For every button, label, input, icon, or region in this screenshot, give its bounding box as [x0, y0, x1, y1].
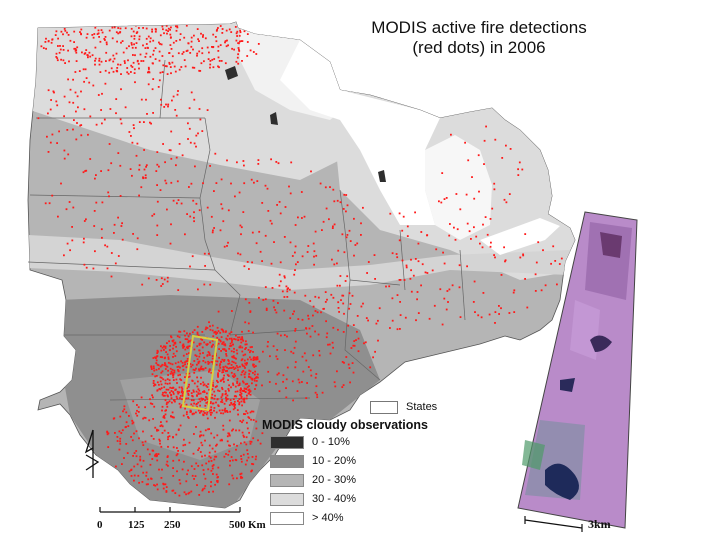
- states-swatch: [370, 401, 398, 414]
- map-title-line1: MODIS active fire detections: [371, 18, 587, 37]
- legend-swatch: [270, 436, 304, 449]
- cloud-zone-20-30-south: [120, 370, 260, 460]
- landsat-footprint-box: [181, 334, 219, 412]
- scale-bar: [99, 507, 241, 513]
- legend-swatch: [270, 493, 304, 506]
- legend-label: 30 - 40%: [312, 493, 357, 505]
- legend-swatch: [270, 512, 304, 525]
- map-title-line2: (red dots) in 2006: [412, 38, 546, 57]
- landsat-inset: [517, 211, 638, 529]
- cloud-zone-gt40-michigan: [425, 135, 492, 240]
- legend-title: MODIS cloudy observations: [262, 418, 429, 432]
- north-arrow-icon: [84, 429, 100, 478]
- legend-swatch: [270, 474, 304, 487]
- lake-erie-water: [480, 218, 560, 255]
- legend-label: 20 - 30%: [312, 474, 357, 486]
- scale-tick-125: 125: [128, 519, 145, 531]
- legend-swatch: [270, 455, 304, 468]
- scale-tick-0: 0: [97, 519, 103, 531]
- legend-label: 0 - 10%: [312, 436, 350, 448]
- legend-label: > 40%: [312, 512, 344, 524]
- great-lakes-water: [280, 40, 440, 225]
- scale-tick-250: 250: [164, 519, 181, 531]
- legend-label: 10 - 20%: [312, 455, 357, 467]
- inset-scale-label: 3km: [588, 517, 611, 531]
- states-label: States: [406, 401, 438, 413]
- cloud-zone-30-40-band: [28, 235, 570, 290]
- scale-tick-500: 500: [229, 519, 246, 531]
- inset-scale-bar: [524, 516, 583, 532]
- scale-unit: Km: [248, 519, 266, 531]
